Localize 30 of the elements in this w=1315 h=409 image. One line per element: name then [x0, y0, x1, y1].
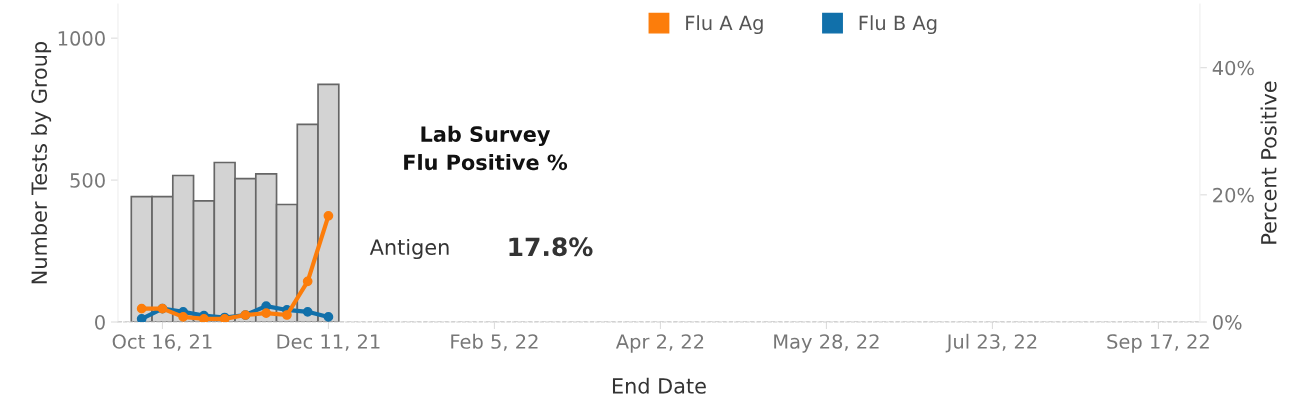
y2-axis-title: Percent Positive — [1260, 81, 1277, 244]
x-tick-label: Jul 23, 22 — [945, 333, 1037, 353]
legend-label: Flu A Ag — [686, 15, 763, 35]
y2-tick-label: 0% — [1213, 314, 1242, 330]
y2-tick-label: 40% — [1212, 60, 1254, 76]
x-tick-label: Dec 11, 21 — [277, 334, 380, 351]
point — [136, 303, 147, 314]
point — [261, 308, 272, 318]
y-axis-title: Number Tests by Group — [30, 41, 52, 284]
x-tick-label: Sep 17, 22 — [1107, 334, 1209, 353]
y-tick-label: 1000 — [58, 31, 105, 46]
point — [323, 210, 334, 221]
x-tick-label: May 28, 22 — [774, 334, 879, 353]
x-tick-label: Oct 16, 21 — [112, 334, 212, 351]
point — [302, 306, 313, 317]
legend-label: Flu B Ag — [859, 15, 937, 35]
point — [323, 312, 334, 322]
y-tick-label: 0 — [95, 314, 105, 330]
annotation: Antigen — [369, 238, 449, 260]
point — [282, 310, 292, 320]
annotation: 17.8% — [509, 237, 593, 257]
x-axis-title: End Date — [612, 377, 706, 394]
y-tick-label: 500 — [70, 173, 105, 188]
annotation: Lab Survey Flu Positive % — [404, 125, 568, 171]
point — [136, 313, 147, 323]
point — [302, 276, 313, 287]
y2-tick-label: 20% — [1213, 187, 1254, 203]
x-tick-label: Feb 5, 22 — [451, 333, 538, 351]
point — [178, 312, 189, 322]
x-tick-label: Apr 2, 22 — [615, 334, 704, 353]
